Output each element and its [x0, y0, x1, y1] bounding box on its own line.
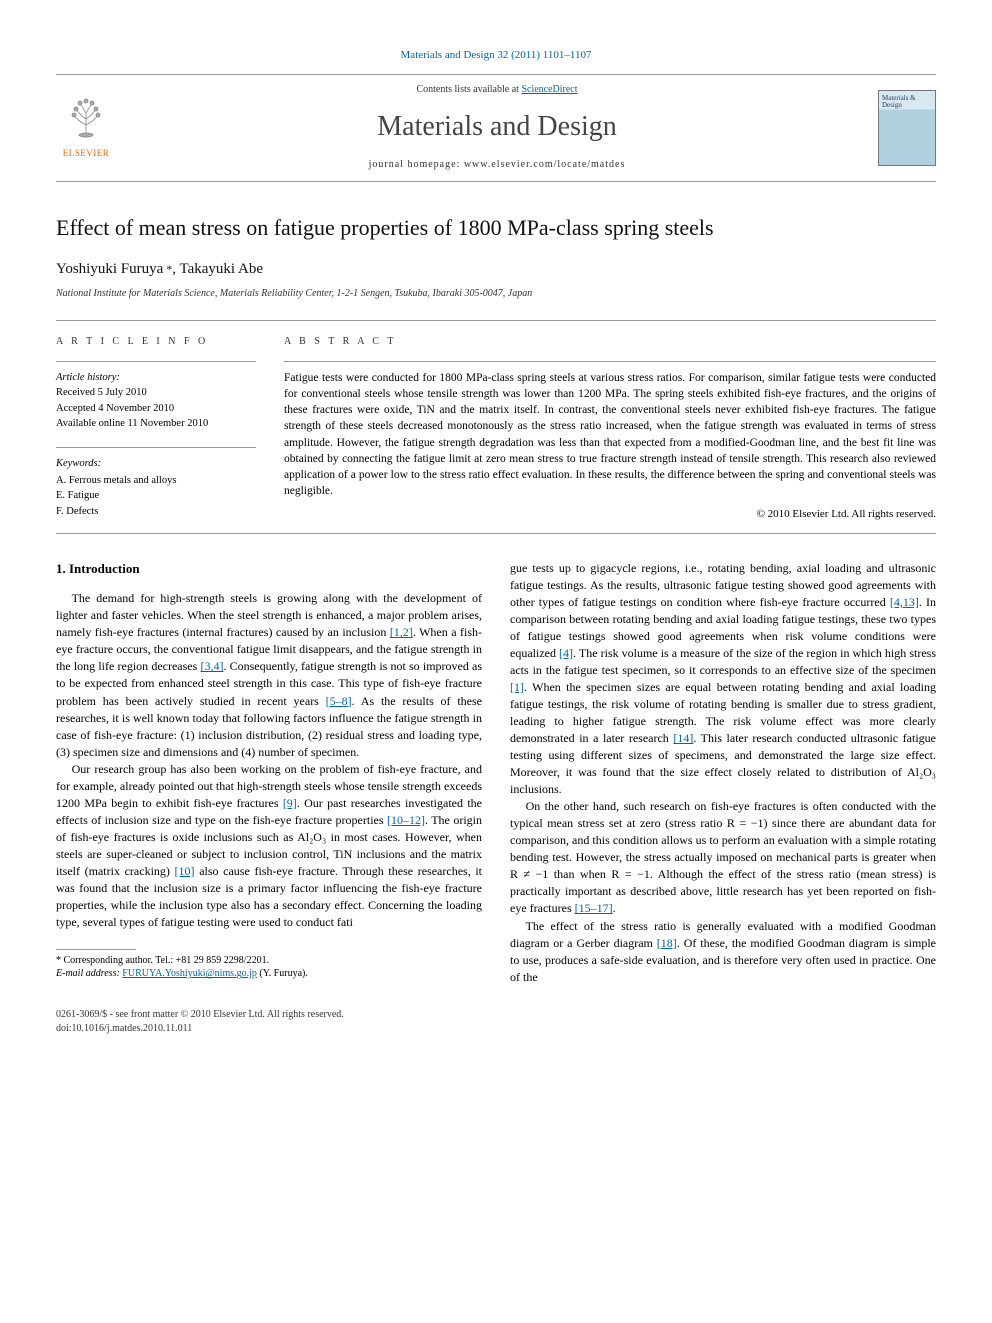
- article-title: Effect of mean stress on fatigue propert…: [56, 212, 936, 244]
- info-divider: [56, 361, 256, 362]
- body-paragraph: The effect of the stress ratio is genera…: [510, 918, 936, 986]
- keywords-label: Keywords:: [56, 456, 256, 471]
- body-text: gue tests up to gigacycle regions, i.e.,…: [510, 561, 936, 609]
- header-center: Contents lists available at ScienceDirec…: [116, 83, 878, 173]
- abstract-text: Fatigue tests were conducted for 1800 MP…: [284, 370, 936, 499]
- citation-link[interactable]: [1]: [510, 680, 524, 694]
- keywords-block: Keywords: A. Ferrous metals and alloys E…: [56, 456, 256, 519]
- body-paragraph: On the other hand, such research on fish…: [510, 798, 936, 917]
- corr-author-line: * Corresponding author. Tel.: +81 29 859…: [56, 954, 482, 968]
- journal-header: ELSEVIER Contents lists available at Sci…: [56, 74, 936, 182]
- citation-link[interactable]: [10]: [175, 864, 195, 878]
- footer-left: 0261-3069/$ - see front matter © 2010 El…: [56, 1008, 344, 1037]
- article-info-column: A R T I C L E I N F O Article history: R…: [56, 335, 256, 523]
- publisher-label: ELSEVIER: [56, 147, 116, 160]
- body-columns: 1. Introduction The demand for high-stre…: [56, 560, 936, 986]
- journal-homepage: journal homepage: www.elsevier.com/locat…: [116, 158, 878, 173]
- citation-link[interactable]: [10–12]: [387, 813, 425, 827]
- article-info-label: A R T I C L E I N F O: [56, 335, 256, 350]
- history-received: Received 5 July 2010: [56, 385, 256, 400]
- citation-link[interactable]: [4,13]: [890, 595, 919, 609]
- keyword-item: F. Defects: [56, 504, 256, 519]
- page-footer: 0261-3069/$ - see front matter © 2010 El…: [56, 1008, 936, 1037]
- corresponding-author-footnote: * Corresponding author. Tel.: +81 29 859…: [56, 954, 482, 981]
- corresponding-marker-icon: *: [163, 262, 172, 276]
- body-text: . The risk volume is a measure of the si…: [510, 646, 936, 677]
- journal-name: Materials and Design: [116, 107, 878, 148]
- contents-line: Contents lists available at ScienceDirec…: [116, 83, 878, 98]
- abstract-column: A B S T R A C T Fatigue tests were condu…: [284, 335, 936, 523]
- elsevier-tree-icon: [64, 95, 108, 139]
- body-column-left: 1. Introduction The demand for high-stre…: [56, 560, 482, 986]
- citation-link[interactable]: [4]: [559, 646, 573, 660]
- history-online: Available online 11 November 2010: [56, 416, 256, 431]
- cover-title: Materials & Design: [882, 95, 932, 110]
- homepage-prefix: journal homepage:: [369, 159, 464, 170]
- info-abstract-row: A R T I C L E I N F O Article history: R…: [56, 335, 936, 523]
- info-divider-2: [56, 447, 256, 448]
- keyword-item: A. Ferrous metals and alloys: [56, 473, 256, 488]
- corr-email-link[interactable]: FURUYA.Yoshiyuki@nims.go.jp: [122, 968, 257, 979]
- corr-email-line: E-mail address: FURUYA.Yoshiyuki@nims.go…: [56, 967, 482, 981]
- footnote-rule: [56, 949, 136, 950]
- contents-prefix: Contents lists available at: [416, 84, 521, 95]
- history-block: Article history: Received 5 July 2010 Ac…: [56, 370, 256, 431]
- citation-link[interactable]: [3,4]: [200, 659, 223, 673]
- abstract-copyright: © 2010 Elsevier Ltd. All rights reserved…: [284, 507, 936, 523]
- author-names: Yoshiyuki Furuya: [56, 261, 163, 277]
- divider-bottom: [56, 533, 936, 534]
- doi-line: doi:10.1016/j.matdes.2010.11.011: [56, 1022, 344, 1037]
- history-accepted: Accepted 4 November 2010: [56, 401, 256, 416]
- affiliation: National Institute for Materials Science…: [56, 287, 936, 302]
- citation-link[interactable]: [18]: [657, 936, 677, 950]
- journal-reference: Materials and Design 32 (2011) 1101–1107: [56, 48, 936, 64]
- author-names-rest: , Takayuki Abe: [172, 261, 263, 277]
- divider-top: [56, 320, 936, 321]
- body-paragraph: gue tests up to gigacycle regions, i.e.,…: [510, 560, 936, 798]
- body-paragraph: The demand for high-strength steels is g…: [56, 590, 482, 760]
- abstract-label: A B S T R A C T: [284, 335, 936, 350]
- front-matter-line: 0261-3069/$ - see front matter © 2010 El…: [56, 1008, 344, 1023]
- citation-link[interactable]: [5–8]: [326, 694, 352, 708]
- citation-link[interactable]: [14]: [673, 731, 693, 745]
- sciencedirect-link[interactable]: ScienceDirect: [521, 84, 577, 95]
- citation-link[interactable]: [15–17]: [575, 901, 613, 915]
- email-owner: (Y. Furuya).: [257, 968, 308, 979]
- body-paragraph: Our research group has also been working…: [56, 761, 482, 931]
- journal-cover-thumb: Materials & Design: [878, 90, 936, 166]
- abstract-divider: [284, 361, 936, 362]
- homepage-url: www.elsevier.com/locate/matdes: [464, 159, 626, 170]
- authors: Yoshiyuki Furuya *, Takayuki Abe: [56, 259, 936, 281]
- publisher-logo: ELSEVIER: [56, 95, 116, 160]
- section-heading-introduction: 1. Introduction: [56, 560, 482, 578]
- citation-link[interactable]: [9]: [283, 796, 297, 810]
- citation-link[interactable]: [1,2]: [390, 625, 413, 639]
- keyword-item: E. Fatigue: [56, 488, 256, 503]
- body-column-right: gue tests up to gigacycle regions, i.e.,…: [510, 560, 936, 986]
- body-text: On the other hand, such research on fish…: [510, 799, 936, 915]
- history-label: Article history:: [56, 370, 256, 385]
- body-text: .: [613, 901, 616, 915]
- email-label: E-mail address:: [56, 968, 122, 979]
